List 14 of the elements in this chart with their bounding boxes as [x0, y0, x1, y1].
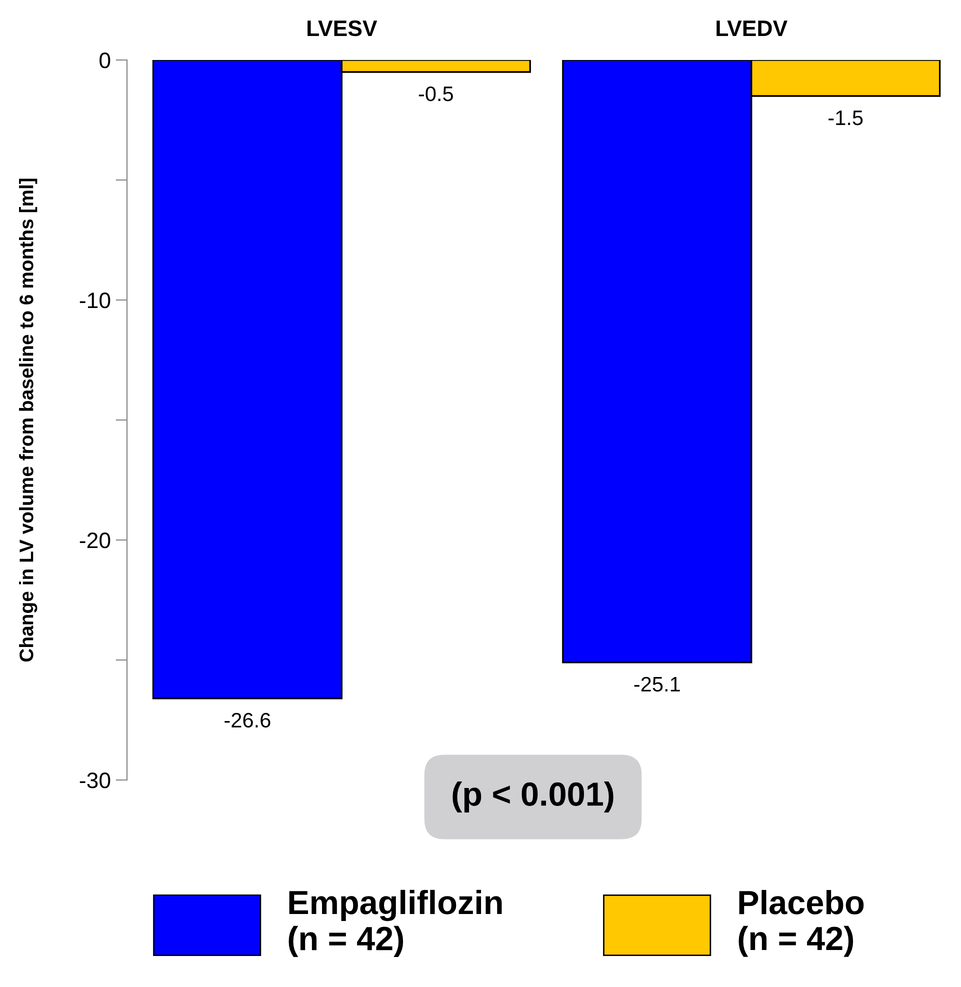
data-label: -0.5 [418, 86, 453, 102]
text: (p < 0.001) [452, 781, 614, 813]
data-label: -26.6 [224, 712, 270, 728]
x-tick-label: LVEDV [716, 20, 788, 36]
legend-label: Placebo (n = 42) [738, 890, 864, 957]
data-label: -1.5 [828, 110, 863, 126]
y-axis-title: Change in LV volume from baseline to 6 months [ml] [19, 178, 38, 662]
y-tick-label: -20 [80, 532, 110, 548]
y-tick-label: -10 [80, 292, 110, 308]
y-tick-label: -30 [80, 772, 110, 788]
x-tick-label: LVESV [308, 20, 378, 36]
data-label: -25.1 [634, 676, 680, 692]
legend-label: Empagliflozin (n = 42) [288, 890, 502, 957]
y-tick-label: 0 [100, 52, 110, 68]
